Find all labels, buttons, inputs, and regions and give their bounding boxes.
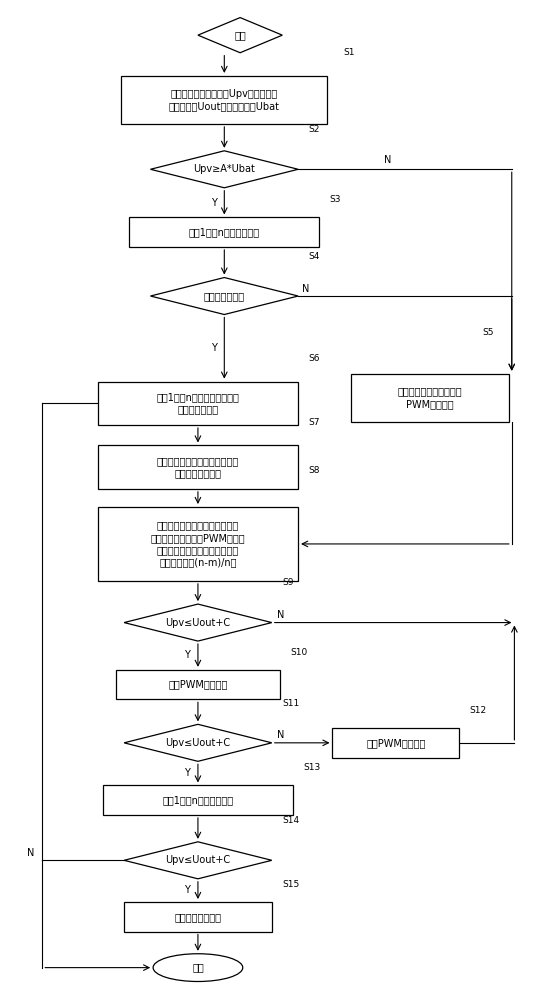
Text: S3: S3	[330, 195, 341, 204]
Text: Y: Y	[184, 768, 190, 778]
Polygon shape	[124, 604, 272, 641]
Text: S10: S10	[290, 648, 308, 657]
FancyBboxPatch shape	[333, 728, 459, 758]
FancyBboxPatch shape	[103, 785, 293, 815]
Text: S6: S6	[309, 354, 320, 363]
Text: 控制输出单元导通，开启
PWM驱动信号: 控制输出单元导通，开启 PWM驱动信号	[398, 387, 462, 409]
Text: S9: S9	[282, 578, 294, 587]
FancyBboxPatch shape	[124, 902, 272, 932]
Text: Y: Y	[211, 343, 216, 353]
Text: S5: S5	[483, 328, 494, 337]
Text: 光伏充电器故障: 光伏充电器故障	[204, 291, 245, 301]
FancyBboxPatch shape	[130, 217, 319, 247]
Text: 控制1至第n输入单元、输出单
元处于断开状态: 控制1至第n输入单元、输出单 元处于断开状态	[157, 392, 239, 415]
Text: 控制1至第n输入单元断开: 控制1至第n输入单元断开	[163, 795, 233, 805]
FancyBboxPatch shape	[351, 374, 509, 422]
FancyBboxPatch shape	[122, 76, 327, 124]
Text: 关闭PWM驱动信号: 关闭PWM驱动信号	[168, 680, 228, 690]
Text: N: N	[384, 155, 392, 165]
Text: S12: S12	[470, 706, 487, 715]
FancyBboxPatch shape	[98, 445, 298, 489]
Text: S14: S14	[282, 816, 300, 825]
Text: Y: Y	[184, 885, 190, 895]
Ellipse shape	[153, 954, 243, 981]
Text: S1: S1	[343, 48, 354, 57]
Polygon shape	[150, 151, 298, 188]
Text: Upv≤Uout+C: Upv≤Uout+C	[165, 855, 230, 865]
Text: 采用故障定位法判断故障充电支
路，标识故障支路: 采用故障定位法判断故障充电支 路，标识故障支路	[157, 456, 239, 478]
Text: S13: S13	[303, 763, 321, 772]
Text: 控制正常充电支路的输入单元、
输出单元导通，开启PWM驱动信
号，将充电控制模块的输出限流
点调为原来的(n-m)/n倍: 控制正常充电支路的输入单元、 输出单元导通，开启PWM驱动信 号，将充电控制模块…	[151, 520, 245, 568]
Text: 控制1至第n输入单元导通: 控制1至第n输入单元导通	[189, 227, 260, 237]
Text: S11: S11	[282, 699, 300, 708]
Text: Upv≤Uout+C: Upv≤Uout+C	[165, 738, 230, 748]
Text: N: N	[27, 848, 35, 858]
FancyBboxPatch shape	[98, 507, 298, 581]
Text: 控制输出单元断开: 控制输出单元断开	[174, 912, 221, 922]
Text: Y: Y	[211, 198, 216, 208]
FancyBboxPatch shape	[98, 382, 298, 425]
Text: N: N	[277, 730, 285, 740]
Text: 开启PWM驱动信号: 开启PWM驱动信号	[366, 738, 425, 748]
Text: S4: S4	[309, 252, 320, 261]
Polygon shape	[150, 278, 298, 315]
Text: 实时采集光伏输入电压Upv、光伏充电
器输出电压Uout、蓄电池电压Ubat: 实时采集光伏输入电压Upv、光伏充电 器输出电压Uout、蓄电池电压Ubat	[169, 89, 280, 111]
Text: N: N	[302, 284, 310, 294]
Polygon shape	[124, 724, 272, 761]
FancyBboxPatch shape	[116, 670, 280, 699]
Text: S8: S8	[309, 466, 320, 475]
Text: Upv≥A*Ubat: Upv≥A*Ubat	[193, 164, 255, 174]
Text: S7: S7	[309, 418, 320, 427]
Text: S2: S2	[309, 125, 320, 134]
Polygon shape	[124, 842, 272, 879]
Text: 开始: 开始	[234, 30, 246, 40]
Text: Upv≤Uout+C: Upv≤Uout+C	[165, 618, 230, 628]
Polygon shape	[198, 18, 282, 53]
Text: N: N	[277, 610, 285, 620]
Text: Y: Y	[184, 650, 190, 660]
Text: 结束: 结束	[192, 963, 204, 973]
Text: S15: S15	[282, 880, 300, 889]
